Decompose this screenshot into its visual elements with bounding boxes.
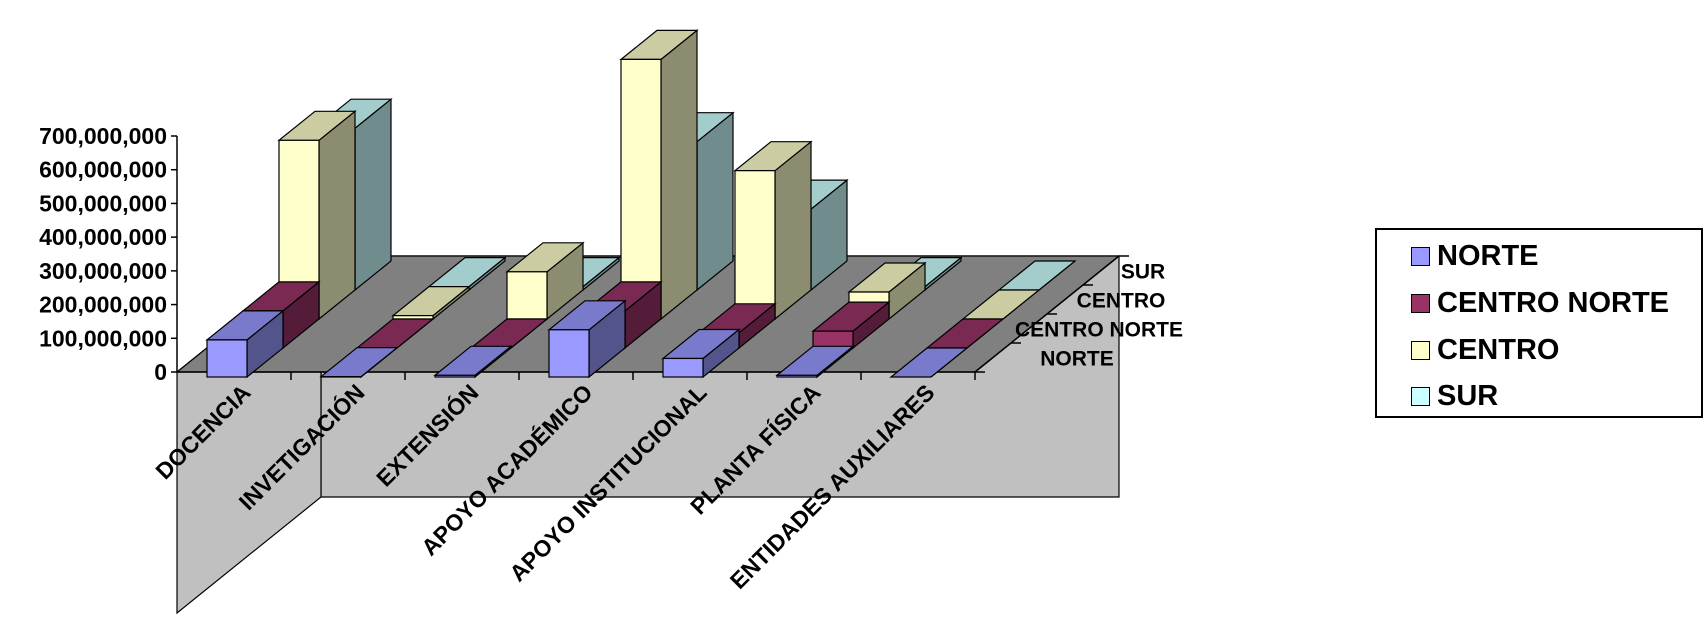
bar-sur-side xyxy=(696,111,734,292)
y-tick-label: 700,000,000 xyxy=(39,123,167,149)
y-tick-label: 500,000,000 xyxy=(39,190,167,216)
legend: NORTE CENTRO NORTE CENTRO SUR xyxy=(1375,228,1703,418)
y-tick-label: 300,000,000 xyxy=(39,258,167,284)
y-tick-label: 200,000,000 xyxy=(39,292,167,318)
depth-label: CENTRO NORTE xyxy=(1015,319,1183,342)
legend-label-centro: CENTRO xyxy=(1437,333,1560,366)
bar-norte-front xyxy=(776,374,818,378)
legend-item-centro-norte: CENTRO NORTE xyxy=(1411,283,1669,323)
y-tick-label: 0 xyxy=(154,359,167,385)
bar-norte-front xyxy=(206,339,248,378)
bar-centro-side xyxy=(318,110,356,321)
bar-sur-side xyxy=(354,97,392,292)
legend-label-centro-norte: CENTRO NORTE xyxy=(1437,286,1669,319)
bar-centro-side xyxy=(774,140,812,321)
y-tick-label: 100,000,000 xyxy=(39,325,167,351)
legend-item-sur: SUR xyxy=(1411,376,1498,416)
legend-label-sur: SUR xyxy=(1437,379,1499,412)
legend-swatch-centro xyxy=(1411,340,1430,360)
depth-label: NORTE xyxy=(1040,348,1114,371)
bar-centro-norte-front xyxy=(812,330,854,349)
legend-swatch-centro-norte xyxy=(1411,293,1430,313)
y-tick-label: 400,000,000 xyxy=(39,224,167,250)
bar-centro-front xyxy=(506,271,548,320)
bar-centro-front xyxy=(734,170,776,320)
depth-label: CENTRO xyxy=(1077,290,1166,313)
y-tick-label: 600,000,000 xyxy=(39,157,167,183)
legend-swatch-sur xyxy=(1411,386,1430,406)
bar-norte-front xyxy=(548,329,590,378)
bar-norte-top xyxy=(889,347,969,378)
depth-label: SUR xyxy=(1121,261,1165,284)
legend-item-centro: CENTRO xyxy=(1411,330,1559,370)
bar-norte-front xyxy=(434,374,476,378)
bar-norte-front xyxy=(662,357,704,378)
legend-swatch-norte xyxy=(1411,246,1430,266)
legend-item-norte: NORTE xyxy=(1411,236,1539,276)
bar-centro-front xyxy=(620,58,662,320)
bar-centro-side xyxy=(660,29,698,321)
legend-label-norte: NORTE xyxy=(1437,239,1539,272)
